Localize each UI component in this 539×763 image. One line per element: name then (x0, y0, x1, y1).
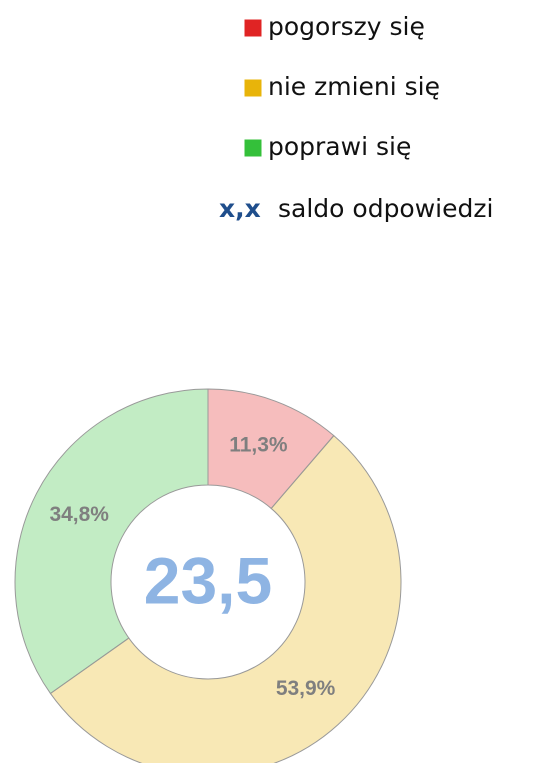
legend-note-symbol: x,x (219, 194, 261, 223)
legend-note-text: saldo odpowiedzi (278, 194, 493, 223)
balance-value: 23,5 (144, 543, 272, 617)
legend-swatch (243, 138, 263, 158)
donut-slice (14, 388, 209, 695)
legend-label: poprawi się (268, 132, 411, 161)
donut-slice (49, 434, 402, 763)
legend-label: pogorszy się (268, 12, 425, 41)
legend-label: nie zmieni się (268, 72, 440, 101)
legend-swatch (243, 78, 263, 98)
value-label: 53,9% (276, 677, 336, 700)
value-label: 34,8% (49, 503, 109, 526)
value-label: 11,3% (229, 434, 288, 457)
legend-swatch (243, 18, 263, 38)
